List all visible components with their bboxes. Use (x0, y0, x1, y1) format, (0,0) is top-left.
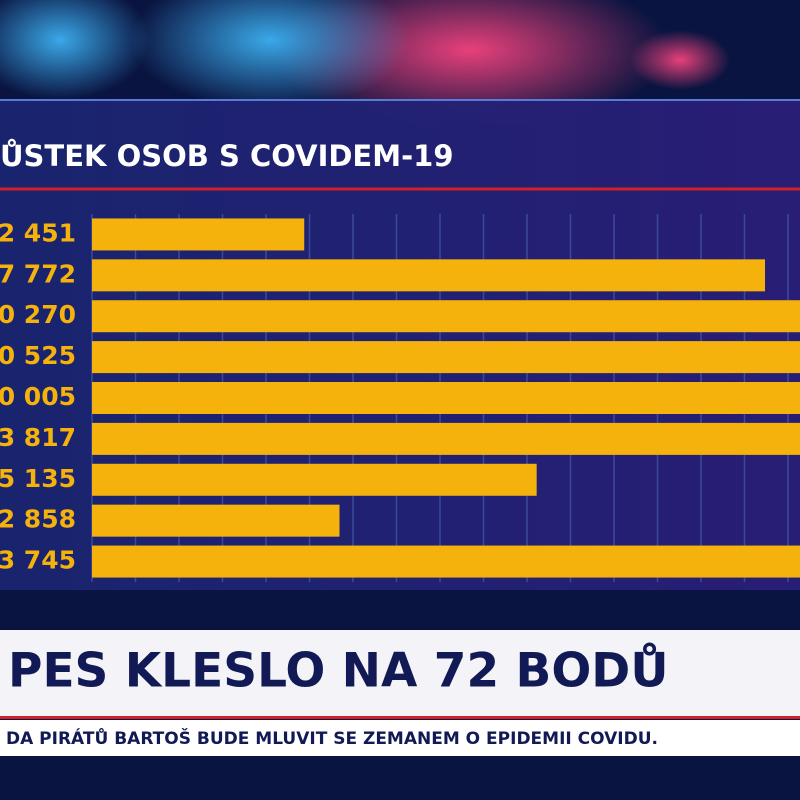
value-label: 0 005 (0, 382, 76, 411)
headline: PES KLESLO NA 72 BODŮ (8, 643, 668, 699)
value-label: 0 270 (0, 300, 76, 329)
chart-title: ŮSTEK OSOB S COVIDEM-19 (0, 139, 454, 173)
bar (92, 463, 537, 496)
plot: 2 451 7 772 0 270 0 525 0 005 3 817 5 135 2 858… (0, 214, 800, 582)
bar (92, 300, 800, 333)
virus-art (130, 0, 410, 110)
value-label: 7 772 (0, 259, 76, 288)
bar (92, 422, 800, 455)
value-label: 2 451 (0, 218, 76, 247)
value-label: 3 817 (0, 423, 76, 452)
value-label: 5 135 (0, 464, 76, 493)
bar (92, 218, 305, 251)
ticker-bar (0, 720, 800, 756)
bar (92, 545, 800, 578)
bar (92, 259, 766, 292)
value-label: 2 858 (0, 505, 76, 534)
virus-art (630, 30, 730, 90)
value-label: 3 745 (0, 546, 76, 575)
bar (92, 504, 340, 537)
banner-rule (0, 716, 800, 719)
virus-art (0, 0, 150, 100)
value-label: 0 525 (0, 341, 76, 370)
bar (92, 341, 800, 374)
bar (92, 382, 800, 414)
headline-banner (0, 630, 800, 716)
ticker: DA PIRÁTŮ BARTOŠ BUDE MLUVIT SE ZEMANEM … (6, 726, 658, 749)
